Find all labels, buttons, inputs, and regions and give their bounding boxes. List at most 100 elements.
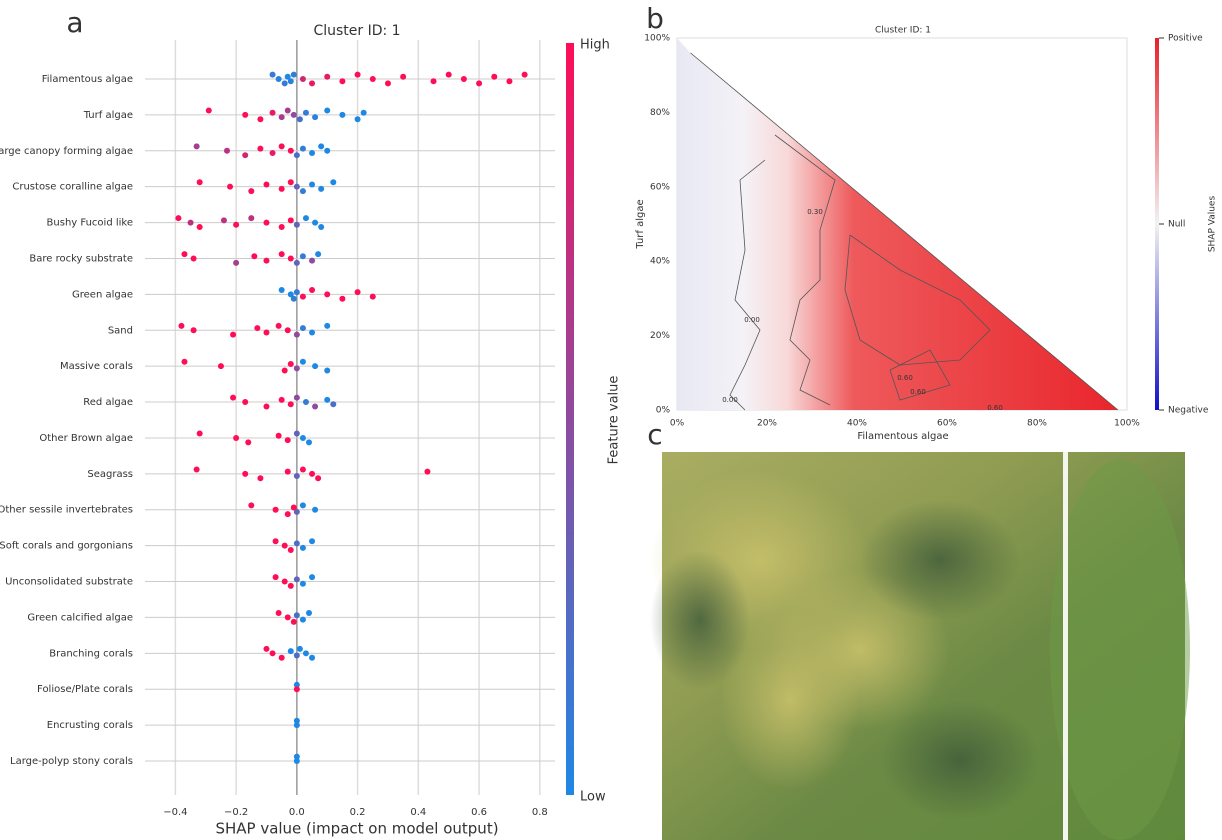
shap-point [293,681,300,688]
y-axis-label: Turf algae [635,199,646,249]
contour-line [844,234,991,366]
chart-title: Cluster ID: 1 [313,23,400,39]
shap-point [293,612,300,619]
contour-label: 0.00 [744,316,760,324]
x-tick-label: 0% [670,419,685,429]
y-tick-label: 60% [650,182,670,192]
shap-point [230,331,237,338]
shap-point [278,251,285,258]
shap-point [284,327,291,334]
shap-point [248,188,255,195]
y-tick-label: Bushy Fucoid like [47,218,133,229]
shap-point [257,116,264,123]
shap-point [309,149,316,156]
shap-point [284,107,291,114]
shap-point [299,293,306,300]
shap-point [281,367,288,374]
shap-point [354,116,361,123]
shap-point [309,286,316,293]
y-tick-label: Other Brown algae [39,433,133,444]
shap-point [296,116,303,123]
shap-point [299,145,306,152]
shap-point [360,109,367,116]
shap-point [324,322,331,329]
shap-point [269,650,276,657]
shap-point [315,475,322,482]
colorbar [1155,38,1159,410]
y-tick-label: 20% [650,331,670,341]
shap-point [272,506,279,513]
shap-point [248,502,255,509]
shap-point [178,322,185,329]
shap-point [302,650,309,657]
shap-point [309,470,316,477]
x-axis-label: SHAP value (impact on model output) [215,820,498,838]
shap-point [275,432,282,439]
shap-point [293,508,300,515]
y-tick-label: Encrusting corals [47,720,133,731]
shap-point [299,580,306,587]
shap-point [263,645,270,652]
shap-point [287,401,294,408]
shap-point [263,181,270,188]
shap-point [299,76,306,82]
contour-line [774,134,836,406]
shap-point [290,111,297,118]
shap-point [224,147,230,154]
shap-point [339,78,346,85]
colorbar-title: SHAP Values [1208,196,1218,253]
shap-point [339,111,346,118]
shap-point [293,753,300,760]
shap-point [251,253,258,260]
shap-point [318,143,325,150]
x-tick-label: 0.2 [350,807,366,818]
shap-point [263,219,270,226]
shap-point [339,295,346,302]
y-tick-label: Foliose/Plate corals [37,684,133,695]
shap-point [287,217,294,224]
shap-point [324,107,331,114]
shap-point [309,538,316,545]
shap-point [269,149,276,156]
shap-point [293,686,300,693]
shap-point [269,109,276,116]
shap-point [384,80,391,87]
y-tick-label: Bare rocky substrate [29,253,133,264]
shap-point [278,114,285,121]
shap-point [287,582,294,589]
shap-point [293,758,300,764]
shap-point [263,403,270,410]
shap-point [460,76,467,82]
shap-point [293,152,300,159]
shap-point [181,358,188,365]
contour-line [729,159,766,411]
x-tick-label: −0.2 [224,807,248,818]
shap-point [299,466,306,473]
shap-point [196,179,203,186]
shap-point [506,78,513,85]
shap-point [275,76,282,82]
shap-point [193,143,200,150]
shap-point [293,183,300,190]
shap-point [187,219,194,226]
shap-point [263,329,270,336]
y-tick-label: Seagrass [87,469,133,480]
panel-letter: a [66,6,83,39]
shap-point [318,223,325,230]
shap-point [281,542,288,549]
shap-point [220,217,227,224]
shap-point [196,430,203,437]
shap-point [309,80,316,87]
shap-point [312,506,319,513]
shap-point [293,540,300,547]
y-tick-label: Large-polyp stony corals [10,756,133,767]
colorbar-label: Negative [1168,406,1209,416]
shap-point [312,219,319,226]
shap-point [233,259,240,266]
shap-point [254,325,261,332]
shap-point [293,365,300,372]
shap-point [287,255,294,262]
shap-point [302,399,309,406]
shap-point [302,109,309,116]
shap-point [190,327,197,334]
